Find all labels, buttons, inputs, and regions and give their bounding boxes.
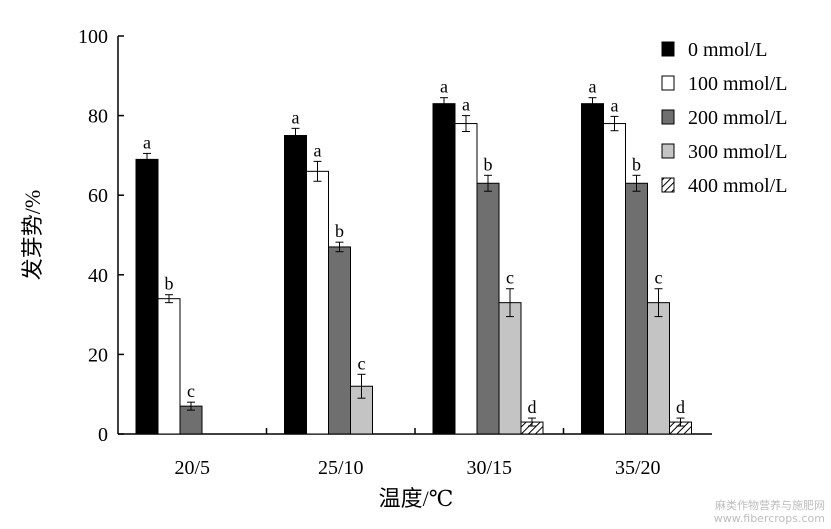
watermark-line1: 麻类作物营养与施肥网 [715, 499, 825, 512]
bar [454, 123, 478, 435]
legend-label: 200 mmol/L [688, 107, 787, 129]
y-tick-label: 60 [88, 185, 108, 207]
significance-label: d [528, 397, 537, 417]
y-axis-title: 发芽势/% [20, 190, 45, 280]
watermark-line2: www.fibercrops.com [713, 512, 825, 525]
bar [625, 182, 648, 435]
bar [647, 302, 670, 435]
significance-label: b [335, 221, 344, 241]
significance-label: a [440, 77, 448, 97]
legend-label: 300 mmol/L [688, 141, 787, 163]
significance-label: a [314, 140, 322, 160]
bar [157, 298, 181, 435]
bar [432, 103, 456, 435]
significance-label: a [611, 95, 619, 115]
x-tick-label: 30/15 [466, 457, 512, 479]
legend-swatch [661, 109, 675, 125]
bar [476, 182, 500, 435]
y-tick-label: 100 [78, 26, 108, 48]
legend-swatch [661, 75, 675, 91]
legend-label: 400 mmol/L [688, 175, 787, 197]
bar [328, 246, 351, 435]
legend-label: 100 mmol/L [688, 73, 787, 95]
legend: 0 mmol/L 100 mmol/L 200 mmol/L 300 mmol/L 40… [661, 39, 787, 197]
y-tick-label: 0 [98, 424, 108, 446]
y-tick-label: 20 [88, 344, 108, 366]
x-tick-label: 35/20 [615, 457, 661, 479]
significance-label: b [165, 274, 174, 294]
significance-label: a [292, 107, 300, 127]
significance-label: b [484, 154, 493, 174]
bar [306, 170, 329, 435]
significance-label: c [506, 268, 514, 288]
significance-label: c [655, 268, 663, 288]
axes: 0 20 40 60 80 100 20/5 25/10 30/15 35/20 [78, 26, 712, 479]
bar [135, 158, 159, 435]
y-tick-label: 80 [88, 106, 108, 128]
significance-label: a [462, 95, 470, 115]
legend-label: 0 mmol/L [688, 39, 767, 61]
significance-label: d [676, 397, 685, 417]
x-tick-label: 20/5 [174, 457, 210, 479]
bar [498, 302, 522, 435]
legend-swatch [661, 143, 675, 159]
significance-label: a [143, 132, 151, 152]
x-axis-title: 温度/℃ [379, 486, 454, 511]
y-tick-label: 40 [88, 265, 108, 287]
significance-label: c [187, 381, 195, 401]
bar [603, 123, 626, 435]
bar [284, 135, 307, 435]
watermark: 麻类作物营养与施肥网 www.fibercrops.com [714, 499, 825, 525]
significance-label: a [589, 77, 597, 97]
significance-label: c [358, 353, 366, 373]
bar [581, 103, 604, 435]
significance-label: b [632, 154, 641, 174]
legend-swatch [661, 41, 675, 57]
x-tick-label: 25/10 [318, 457, 364, 479]
legend-swatch [661, 177, 675, 193]
